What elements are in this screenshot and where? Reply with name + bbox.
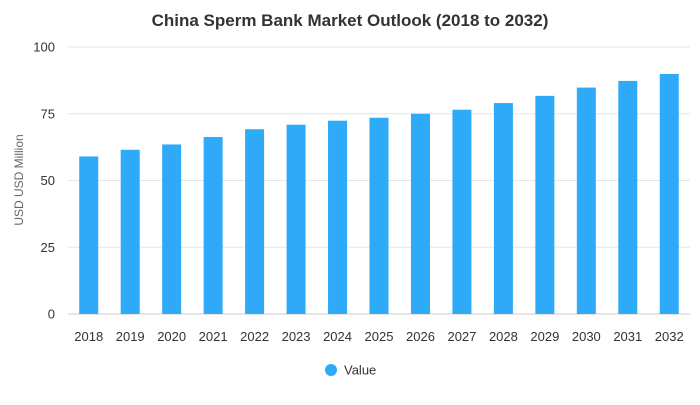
bar-2031[interactable] (618, 80, 638, 314)
y-tick-label: 100 (33, 40, 55, 55)
x-tick-label: 2030 (572, 329, 601, 344)
y-tick-label: 50 (41, 173, 55, 188)
x-axis-ticks: 2018 2019 2020 2021 2022 2023 2024 2025 2026 2027… (74, 329, 683, 344)
x-tick-label: 2026 (406, 329, 435, 344)
y-tick-label: 0 (48, 307, 55, 322)
bar-2020[interactable] (162, 144, 182, 314)
x-tick-label: 2031 (613, 329, 642, 344)
bar-2029[interactable] (535, 95, 555, 315)
legend-label-value: Value (344, 363, 376, 378)
x-tick-label: 2025 (365, 329, 394, 344)
bar-2023[interactable] (286, 124, 306, 315)
legend[interactable]: Value (325, 363, 376, 378)
x-tick-label: 2018 (74, 329, 103, 344)
bar-2019[interactable] (120, 149, 140, 314)
y-tick-label: 25 (41, 240, 55, 255)
legend-marker-value (325, 364, 337, 376)
x-tick-label: 2020 (157, 329, 186, 344)
x-tick-label: 2024 (323, 329, 352, 344)
x-tick-label: 2032 (655, 329, 684, 344)
bar-2028[interactable] (493, 103, 513, 314)
bar-2027[interactable] (452, 109, 472, 315)
bar-2021[interactable] (203, 136, 223, 314)
bars (79, 73, 679, 315)
bar-2030[interactable] (576, 87, 596, 314)
x-tick-label: 2021 (199, 329, 228, 344)
x-tick-label: 2028 (489, 329, 518, 344)
bar-2018[interactable] (79, 156, 99, 314)
x-tick-label: 2022 (240, 329, 269, 344)
x-tick-label: 2023 (282, 329, 311, 344)
bar-2026[interactable] (410, 113, 430, 314)
x-tick-label: 2019 (116, 329, 145, 344)
x-tick-label: 2027 (447, 329, 476, 344)
bar-2024[interactable] (328, 120, 348, 314)
chart-title: China Sperm Bank Market Outlook (2018 to… (152, 11, 549, 30)
y-tick-label: 75 (41, 106, 55, 121)
y-axis-ticks: 0 25 50 75 100 (33, 40, 55, 322)
y-axis-label: USD USD Million (12, 134, 26, 225)
x-tick-label: 2029 (530, 329, 559, 344)
bar-2022[interactable] (245, 129, 265, 314)
bar-2025[interactable] (369, 117, 389, 314)
bar-2032[interactable] (659, 73, 679, 314)
